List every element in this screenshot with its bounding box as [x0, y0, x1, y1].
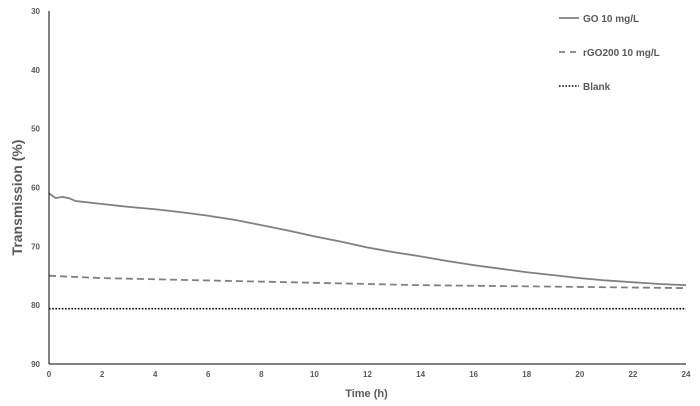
legend-label-3: Blank: [583, 82, 611, 93]
y-tick-label: 30: [31, 7, 40, 16]
series-line-2: [48, 274, 687, 289]
y-tick-label: 80: [31, 301, 40, 310]
x-tick-label: 12: [363, 370, 372, 379]
x-tick-label: 2: [100, 370, 105, 379]
y-tick-label: 60: [31, 184, 40, 193]
y-tick-label: 40: [31, 66, 40, 75]
y-tick-label: 90: [31, 360, 40, 369]
x-tick-label: 0: [47, 370, 52, 379]
legend-label-1: GO 10 mg/L: [583, 14, 639, 25]
x-tick-label: 6: [206, 370, 211, 379]
plot-area: [48, 192, 687, 310]
x-tick-label: 24: [682, 370, 691, 379]
x-tick-label: 8: [259, 370, 264, 379]
x-tick-label: 4: [153, 370, 158, 379]
legend-label-2: rGO200 10 mg/L: [583, 48, 660, 59]
x-tick-label: 20: [575, 370, 584, 379]
y-tick-label: 50: [31, 125, 40, 134]
x-tick-label: 22: [628, 370, 637, 379]
x-tick-label: 18: [522, 370, 531, 379]
x-tick-label: 14: [416, 370, 425, 379]
y-axis-title: Transmission (%): [9, 140, 25, 256]
x-axis-title: Time (h): [345, 388, 388, 400]
series-line-1: [48, 192, 687, 287]
x-tick-label: 10: [310, 370, 319, 379]
legend: GO 10 mg/L rGO200 10 mg/L Blank: [559, 14, 660, 93]
y-tick-label: 70: [31, 242, 40, 251]
x-tick-label: 16: [469, 370, 478, 379]
